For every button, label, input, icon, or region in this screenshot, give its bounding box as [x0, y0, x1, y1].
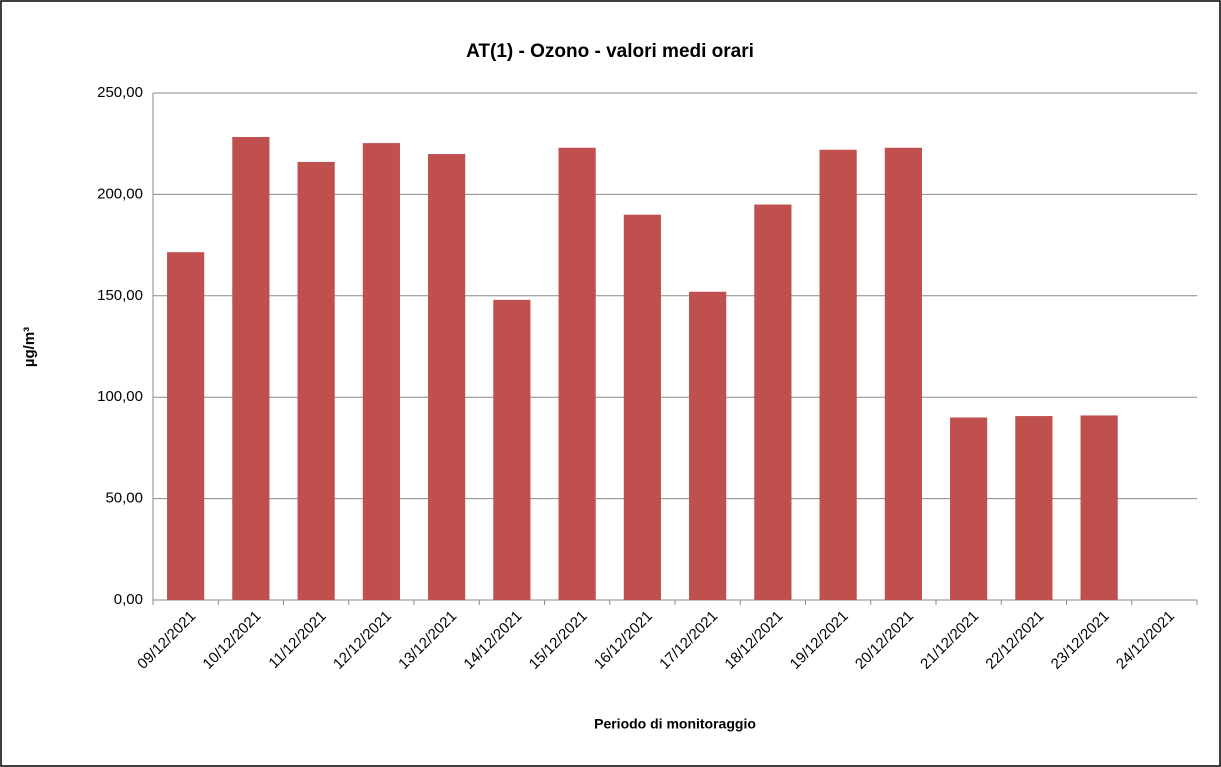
bar: [362, 143, 400, 600]
bar: [493, 299, 531, 600]
bar: [884, 147, 922, 601]
bar: [167, 252, 205, 600]
bar: [297, 161, 335, 600]
y-axis-label: µg/m³: [21, 327, 38, 367]
y-tick-label: 150,00: [97, 287, 143, 304]
bar: [428, 154, 466, 601]
bar: [1015, 416, 1053, 600]
bar: [232, 137, 270, 600]
bar: [623, 214, 661, 600]
bar: [558, 147, 596, 601]
bar: [950, 417, 988, 600]
bar: [689, 291, 727, 600]
bar: [1080, 415, 1118, 600]
bar: [754, 204, 792, 601]
y-tick-label: 100,00: [97, 388, 143, 405]
y-tick-label: 250,00: [97, 84, 143, 101]
chart-title: AT(1) - Ozono - valori medi orari: [466, 41, 754, 62]
x-axis-label: Periodo di monitoraggio: [594, 716, 756, 732]
y-tick-label: 200,00: [97, 185, 143, 202]
y-tick-label: 0,00: [114, 591, 143, 608]
bar: [819, 149, 857, 600]
y-tick-label: 50,00: [105, 490, 143, 507]
